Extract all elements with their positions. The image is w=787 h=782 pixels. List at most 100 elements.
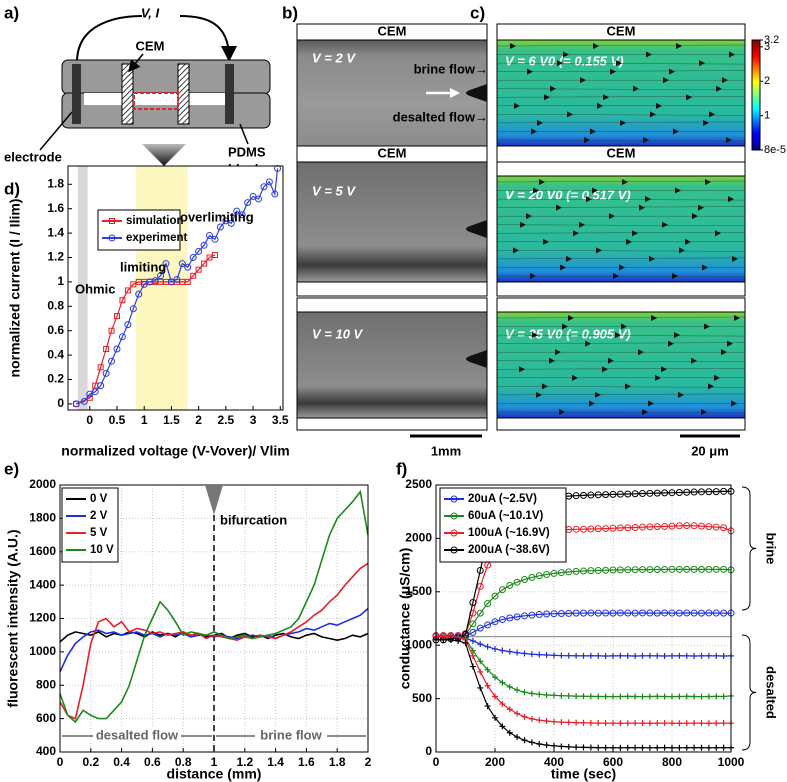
flow-arrow — [715, 230, 721, 237]
data-point — [469, 637, 476, 644]
x-tick-label: 1000 — [718, 755, 745, 769]
data-point — [631, 490, 639, 498]
data-point — [565, 743, 572, 750]
flow-arrow — [595, 391, 601, 398]
legend-swatch — [450, 512, 458, 520]
data-point — [521, 737, 528, 744]
data-point — [683, 565, 691, 573]
data-point — [543, 652, 550, 659]
flow-arrow — [537, 119, 543, 126]
data-line — [436, 524, 732, 637]
flow-arrow — [662, 221, 668, 228]
data-point — [654, 744, 661, 751]
y-tick-label: 400 — [36, 744, 56, 758]
legend — [97, 209, 181, 251]
data-point — [573, 652, 580, 659]
data-point — [705, 488, 713, 496]
data-point — [632, 693, 639, 700]
flow-arrow — [559, 409, 565, 415]
colorbar-label: 3 — [764, 41, 770, 53]
data-point — [595, 693, 602, 700]
data-point — [484, 703, 491, 710]
flow-arrow — [567, 111, 573, 118]
data-point — [119, 297, 126, 304]
y-tick-label: 1 — [57, 274, 64, 288]
data-point — [610, 652, 616, 659]
panel-label: a) — [4, 3, 19, 22]
data-point — [691, 744, 698, 751]
legend-label: 2 V — [90, 510, 108, 522]
data-point — [602, 693, 609, 700]
data-point — [712, 609, 720, 617]
data-point — [668, 522, 676, 530]
data-point — [669, 652, 675, 659]
flow-arrow — [673, 128, 679, 135]
data-point — [572, 567, 580, 575]
data-point — [528, 611, 536, 619]
data-point — [675, 609, 683, 617]
data-point — [580, 609, 587, 617]
data-point — [646, 744, 653, 751]
data-point — [624, 652, 631, 659]
flow-arrow — [589, 400, 595, 407]
data-point — [683, 693, 690, 700]
data-point — [720, 565, 728, 573]
flow-arrow — [661, 366, 667, 373]
bifurcation-marker — [205, 485, 223, 515]
data-point — [595, 720, 602, 727]
flow-arrow — [716, 85, 722, 92]
data-point — [492, 693, 498, 700]
flow-arrow — [632, 230, 638, 237]
x-tick-label: 0.6 — [144, 755, 161, 769]
data-point — [484, 682, 491, 689]
x-tick-label: 1 — [211, 755, 218, 769]
data-point — [543, 718, 550, 725]
data-point — [557, 609, 565, 617]
data-point — [698, 609, 705, 617]
y-tick-label: 1000 — [405, 637, 432, 651]
data-point — [691, 652, 698, 659]
plot-frame — [67, 165, 284, 411]
data-point — [528, 573, 536, 581]
data-point — [543, 610, 551, 618]
micrograph-panel — [296, 23, 488, 438]
data-point — [536, 717, 543, 724]
data-point — [274, 164, 282, 172]
data-point — [713, 652, 720, 659]
flow-arrow — [722, 77, 728, 84]
data-point — [499, 647, 506, 654]
data-point — [602, 609, 610, 617]
flow-arrow — [674, 332, 680, 339]
data-point — [447, 636, 454, 643]
x-tick-label: 1.5 — [163, 413, 180, 427]
x-tick-label: 1.8 — [329, 755, 346, 769]
flow-arrow — [549, 357, 555, 364]
data-point — [705, 720, 712, 727]
data-point — [705, 523, 713, 531]
data-point — [535, 610, 543, 618]
data-point — [720, 524, 728, 532]
data-point — [118, 333, 126, 341]
data-point — [551, 692, 557, 699]
data-point — [573, 719, 580, 726]
data-point — [476, 609, 484, 617]
legend-swatch — [450, 495, 458, 503]
data-point — [469, 663, 476, 670]
flow-label: brine flow→ — [414, 61, 488, 76]
scale-label: 1mm — [431, 443, 461, 458]
data-point — [654, 693, 661, 700]
data-point — [543, 691, 550, 698]
flow-arrow — [620, 119, 626, 126]
data-point — [610, 720, 616, 727]
flow-arrow — [610, 68, 616, 75]
data-point — [211, 252, 218, 259]
data-point — [624, 609, 632, 617]
legend-swatch — [109, 218, 115, 224]
flow-arrow — [669, 68, 675, 75]
data-point — [690, 565, 698, 573]
data-point — [683, 652, 690, 659]
data-point — [602, 491, 610, 499]
data-point — [698, 488, 705, 496]
data-point — [609, 566, 617, 574]
data-point — [580, 567, 587, 575]
